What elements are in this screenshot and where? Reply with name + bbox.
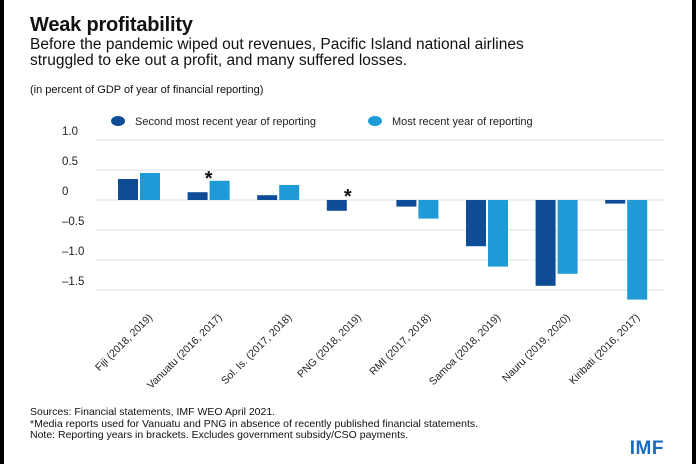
bar-second-recent xyxy=(257,195,278,200)
y-tick-label: 0.5 xyxy=(62,156,78,168)
y-tick-label: 1.0 xyxy=(62,126,78,138)
media-note: *Media reports used for Vanuatu and PNG … xyxy=(30,417,479,430)
asterisk-annotation: * xyxy=(344,186,352,208)
y-tick-label: 0 xyxy=(62,186,68,198)
legend-swatch xyxy=(368,116,382,126)
x-tick-label: Kiribati (2016, 2017) xyxy=(567,312,642,387)
x-tick-label: PNG (2018, 2019) xyxy=(295,312,364,381)
footnotes: Sources: Financial statements, IMF WEO A… xyxy=(30,406,479,442)
source-note: Sources: Financial statements, IMF WEO A… xyxy=(30,406,276,418)
x-tick-label: Fiji (2018, 2019) xyxy=(93,312,155,374)
chart-subtitle: Before the pandemic wiped out revenues, … xyxy=(30,36,524,69)
y-tick-label: –1.0 xyxy=(62,246,84,258)
imf-logo: IMF xyxy=(629,438,664,459)
x-tick-label: Nauru (2019, 2020) xyxy=(500,312,573,385)
bar-most-recent xyxy=(209,180,230,200)
bar-second-recent xyxy=(605,200,626,204)
bar-most-recent xyxy=(627,200,648,300)
legend-swatch xyxy=(111,116,125,126)
unit-label: (in percent of GDP of year of financial … xyxy=(30,84,264,96)
bar-second-recent xyxy=(326,200,347,211)
bar-most-recent xyxy=(488,200,508,267)
x-tick-label: Vanuatu (2016, 2017) xyxy=(145,312,225,392)
legend-label: Most recent year of reporting xyxy=(392,116,533,128)
x-tick-label: Samoa (2018, 2019) xyxy=(427,312,503,388)
y-tick-label: –1.5 xyxy=(62,276,84,288)
bar-second-recent xyxy=(535,200,556,286)
right-border xyxy=(692,0,696,464)
bar-second-recent xyxy=(187,192,208,200)
bar-most-recent xyxy=(140,173,160,200)
chart-title: Weak profitability xyxy=(30,14,193,36)
y-tick-label: –0.5 xyxy=(62,216,84,228)
x-tick-label: RMI (2017, 2018) xyxy=(367,312,433,378)
legend-label: Second most recent year of reporting xyxy=(135,116,316,128)
left-border xyxy=(0,0,4,464)
asterisk-annotation: * xyxy=(205,168,213,190)
bar-most-recent xyxy=(279,185,300,200)
bar-second-recent xyxy=(466,200,486,247)
bar-most-recent xyxy=(418,200,439,219)
x-tick-label: Sol. Is. (2017, 2018) xyxy=(219,312,294,387)
bar-second-recent xyxy=(396,200,417,207)
bar-second-recent xyxy=(118,179,138,200)
reporting-note: Note: Reporting years in brackets. Exclu… xyxy=(30,429,409,441)
bar-most-recent xyxy=(557,200,578,274)
